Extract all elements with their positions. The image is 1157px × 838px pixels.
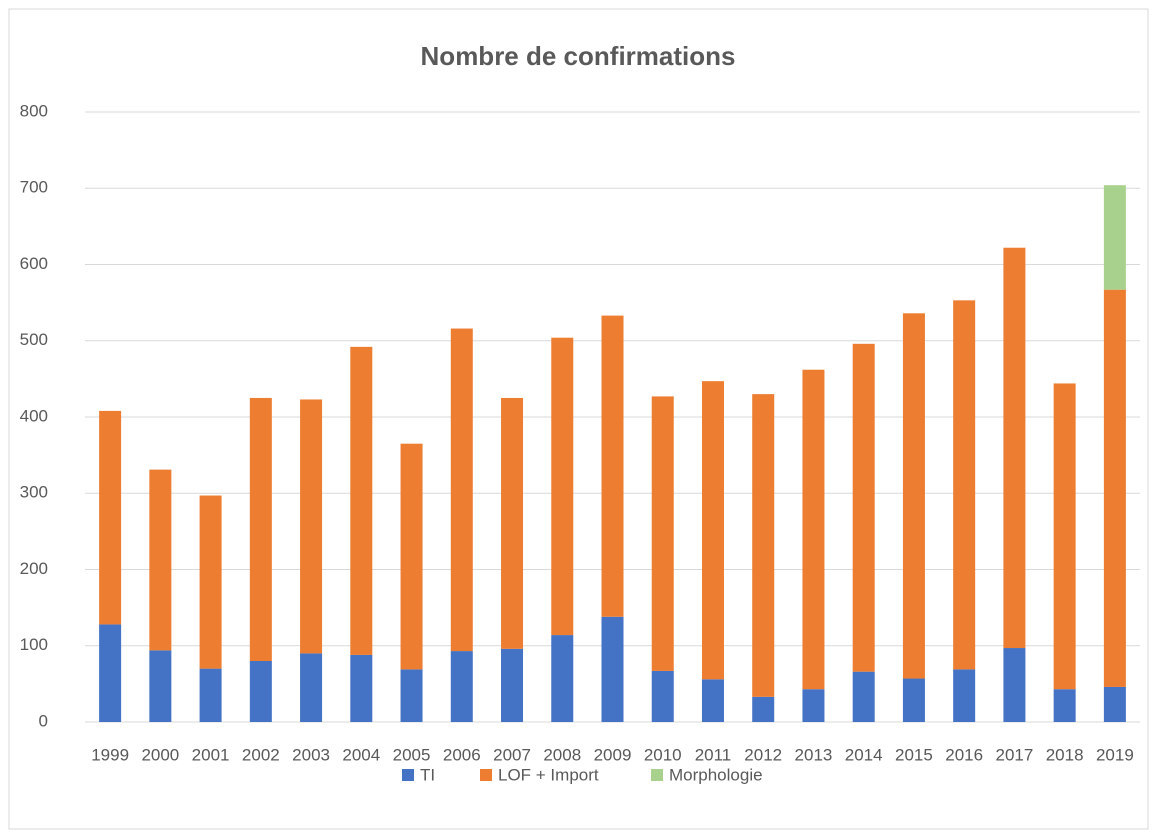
x-tick-label: 1999: [91, 745, 129, 764]
bar-segment: [1103, 185, 1126, 290]
bar-segment: [450, 651, 473, 722]
bar-segment: [902, 313, 925, 679]
x-tick-label: 2011: [695, 745, 732, 764]
bar-segment: [802, 369, 825, 690]
bar-segment: [300, 653, 323, 722]
bar-segment: [1003, 648, 1026, 722]
bar-segment: [852, 671, 875, 722]
x-tick-label: 2000: [141, 745, 179, 764]
bar-segment: [752, 394, 775, 697]
bar-segment: [1103, 289, 1126, 687]
x-tick-label: 2010: [644, 745, 682, 764]
bar-segment: [651, 670, 674, 722]
bar-segment: [501, 397, 524, 649]
bar-segment: [651, 396, 674, 671]
x-tick-label: 2001: [192, 745, 230, 764]
x-tick-label: 2015: [895, 745, 933, 764]
bar-segment: [1053, 383, 1076, 690]
x-tick-label: 2002: [242, 745, 280, 764]
bar-segment: [501, 648, 524, 722]
x-tick-label: 2016: [945, 745, 983, 764]
x-tick-label: 2009: [594, 745, 632, 764]
bar-segment: [199, 495, 222, 669]
x-tick-label: 2013: [795, 745, 833, 764]
y-tick-label: 600: [20, 254, 48, 273]
y-tick-label: 300: [20, 483, 48, 502]
y-tick-label: 800: [20, 101, 48, 120]
legend-label: Morphologie: [669, 765, 763, 784]
bar-segment: [953, 300, 976, 670]
legend-swatch: [480, 769, 492, 781]
x-tick-label: 2006: [443, 745, 481, 764]
bar-segment: [300, 399, 323, 654]
bar-segment: [551, 337, 574, 636]
bar-segment: [601, 616, 624, 722]
chart-frame: [8, 8, 1149, 830]
x-tick-label: 2014: [845, 745, 883, 764]
y-tick-label: 500: [20, 330, 48, 349]
bar-segment: [701, 679, 724, 722]
bar-segment: [1053, 689, 1076, 722]
x-tick-label: 2019: [1096, 745, 1134, 764]
bar-segment: [752, 696, 775, 722]
bar-segment: [149, 650, 172, 722]
bar-segment: [99, 624, 122, 722]
bar-segment: [400, 443, 423, 670]
bar-segment: [852, 343, 875, 672]
y-tick-label: 0: [39, 711, 48, 730]
x-tick-label: 2007: [493, 745, 531, 764]
bar-segment: [199, 668, 222, 722]
x-tick-label: 2003: [292, 745, 330, 764]
x-tick-label: 2005: [393, 745, 431, 764]
legend-label: TI: [420, 765, 435, 784]
legend-label: LOF + Import: [498, 765, 599, 784]
x-tick-label: 2018: [1046, 745, 1084, 764]
x-tick-label: 2017: [995, 745, 1033, 764]
bar-segment: [953, 669, 976, 722]
y-tick-label: 700: [20, 178, 48, 197]
bar-segment: [450, 328, 473, 652]
bar-segment: [802, 689, 825, 722]
legend-swatch: [402, 769, 414, 781]
bar-segment: [249, 397, 272, 661]
x-tick-label: 2012: [744, 745, 782, 764]
y-tick-label: 200: [20, 559, 48, 578]
bar-segment: [902, 678, 925, 722]
bar-segment: [1103, 686, 1126, 722]
bar-segment: [350, 346, 373, 655]
bar-segment: [99, 410, 122, 625]
bar-segment: [551, 635, 574, 722]
bar-segment: [701, 381, 724, 680]
bar-segment: [249, 661, 272, 722]
x-tick-label: 2008: [543, 745, 581, 764]
bar-segment: [1003, 247, 1026, 649]
bar-segment: [149, 469, 172, 651]
bar-segment: [601, 315, 624, 617]
y-tick-label: 100: [20, 635, 48, 654]
bar-segment: [350, 654, 373, 722]
bar-segment: [400, 669, 423, 722]
y-tick-label: 400: [20, 406, 48, 425]
chart-title: Nombre de confirmations: [421, 41, 736, 71]
legend-swatch: [651, 769, 663, 781]
x-tick-label: 2004: [342, 745, 380, 764]
